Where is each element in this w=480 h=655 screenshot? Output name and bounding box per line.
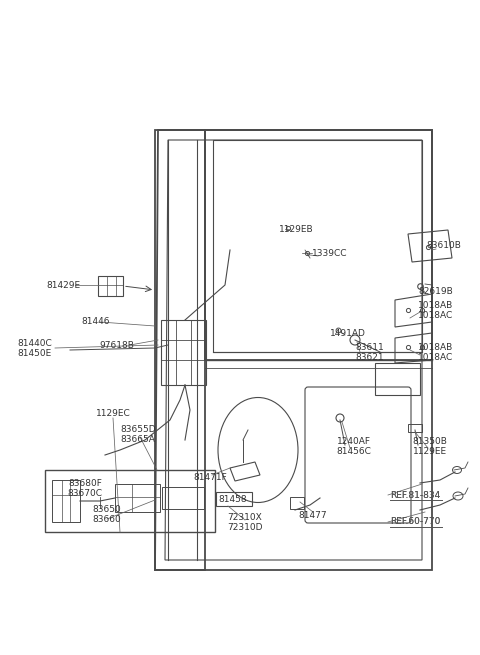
Text: 1129EE: 1129EE <box>413 447 447 455</box>
Text: 72310X: 72310X <box>228 512 263 521</box>
Bar <box>98 276 123 296</box>
Text: 1018AC: 1018AC <box>419 354 454 362</box>
Text: 83650: 83650 <box>93 504 121 514</box>
Text: REF.60-770: REF.60-770 <box>390 517 440 527</box>
Bar <box>162 487 204 509</box>
Text: 83660: 83660 <box>93 514 121 523</box>
Bar <box>161 320 206 385</box>
Bar <box>45 470 215 532</box>
Text: 81350B: 81350B <box>413 436 447 445</box>
Text: 1018AB: 1018AB <box>419 343 454 352</box>
Text: 83665A: 83665A <box>120 436 156 445</box>
Text: 83670C: 83670C <box>68 489 103 498</box>
Text: REF.60-770: REF.60-770 <box>390 517 440 527</box>
Text: 83655D: 83655D <box>120 426 156 434</box>
Bar <box>290 497 304 509</box>
Text: REF.81-834: REF.81-834 <box>390 491 440 500</box>
Text: 81429E: 81429E <box>46 282 80 291</box>
Text: REF.81-834: REF.81-834 <box>390 491 440 500</box>
Bar <box>115 484 160 512</box>
Text: 81440C: 81440C <box>18 339 52 348</box>
Bar <box>216 492 252 506</box>
Text: 72310D: 72310D <box>227 523 263 531</box>
Text: 83610B: 83610B <box>427 242 461 250</box>
Text: 81477: 81477 <box>299 512 327 521</box>
Text: 1491AD: 1491AD <box>330 329 366 337</box>
Text: 1240AF: 1240AF <box>337 436 371 445</box>
Text: 97618B: 97618B <box>99 341 134 350</box>
Text: 81446: 81446 <box>82 316 110 326</box>
Bar <box>52 480 80 522</box>
Text: 1018AC: 1018AC <box>419 310 454 320</box>
Text: 1129EC: 1129EC <box>96 409 131 419</box>
Text: 82619B: 82619B <box>419 288 454 297</box>
Text: 1129EB: 1129EB <box>279 225 313 233</box>
Text: 81471F: 81471F <box>193 472 227 481</box>
Bar <box>375 363 420 395</box>
Text: 83611: 83611 <box>356 343 384 352</box>
Text: 83680F: 83680F <box>68 479 102 487</box>
Text: 81450E: 81450E <box>18 348 52 358</box>
Text: 81458: 81458 <box>219 495 247 504</box>
Text: 1018AB: 1018AB <box>419 301 454 310</box>
Text: 81456C: 81456C <box>336 447 372 455</box>
Text: 83621: 83621 <box>356 354 384 362</box>
Text: 1339CC: 1339CC <box>312 250 348 259</box>
Bar <box>408 424 422 432</box>
